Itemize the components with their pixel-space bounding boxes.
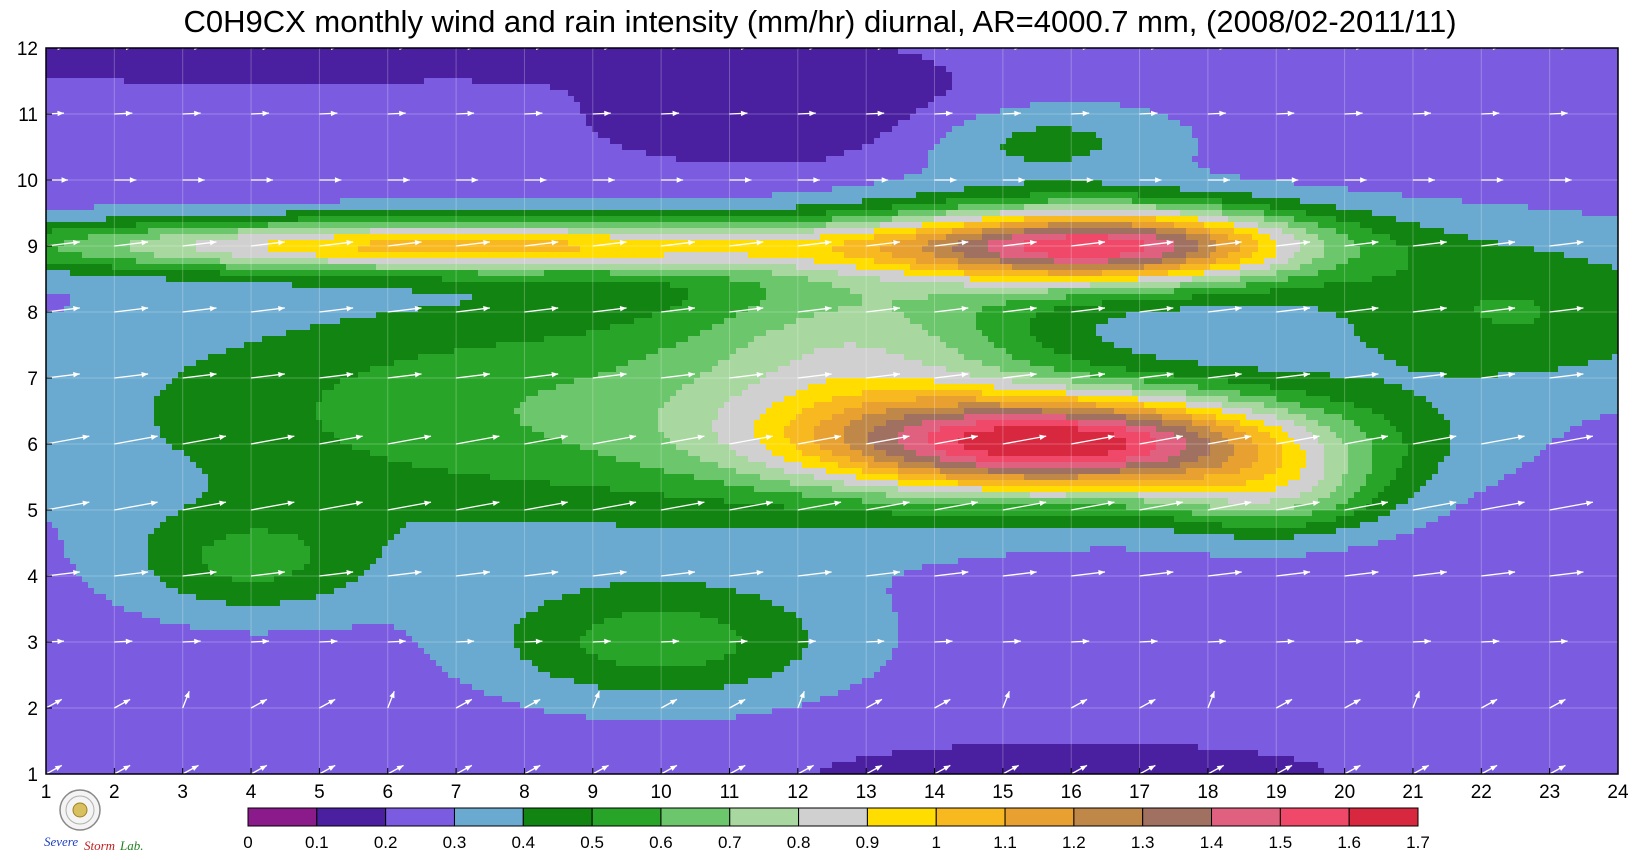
wind-arrow — [1618, 691, 1625, 708]
wind-arrow — [1618, 177, 1640, 182]
colorbar-label: 0.2 — [374, 833, 398, 852]
storm-lab-logo: Severe Storm Lab. — [38, 788, 148, 854]
wind-arrow — [1618, 570, 1640, 576]
colorbar-swatch — [454, 808, 523, 826]
wind-arrow — [1618, 639, 1636, 644]
x-tick-label: 7 — [451, 782, 462, 803]
colorbar-label: 0.9 — [856, 833, 880, 852]
wind-arrow — [1618, 765, 1634, 774]
wind-arrow — [1618, 240, 1640, 246]
colorbar-swatch — [936, 808, 1005, 826]
colorbar-swatch — [386, 808, 455, 826]
y-tick-label: 4 — [27, 567, 38, 588]
x-tick-label: 10 — [651, 782, 672, 803]
x-tick-label: 11 — [720, 782, 740, 803]
wind-arrow — [1618, 372, 1640, 378]
y-tick-label: 8 — [27, 303, 38, 324]
colorbar-swatch — [248, 808, 317, 826]
colorbar-label: 0 — [243, 833, 252, 852]
x-tick-label: 22 — [1471, 782, 1492, 803]
x-tick-label: 3 — [177, 782, 188, 803]
wind-arrow — [1618, 435, 1640, 444]
x-tick-label: 20 — [1334, 782, 1355, 803]
colorbar-label: 1.5 — [1269, 833, 1293, 852]
colorbar-label: 0.8 — [787, 833, 811, 852]
colorbar-label: 1.6 — [1337, 833, 1361, 852]
y-tick-label: 5 — [27, 501, 38, 522]
wind-arrow — [1618, 45, 1636, 50]
y-tick-label: 9 — [27, 237, 38, 258]
colorbar-label: 1.1 — [993, 833, 1017, 852]
colorbar-swatch — [1349, 808, 1418, 826]
y-tick-label: 10 — [17, 171, 38, 192]
colorbar-label: 0.4 — [511, 833, 535, 852]
colorbar-swatch — [1280, 808, 1349, 826]
colorbar-label: 1.2 — [1062, 833, 1086, 852]
colorbar-label: 0.5 — [580, 833, 604, 852]
colorbar-swatch — [1212, 808, 1281, 826]
x-tick-label: 19 — [1266, 782, 1287, 803]
x-tick-label: 6 — [382, 782, 393, 803]
x-tick-label: 9 — [587, 782, 598, 803]
x-tick-label: 23 — [1539, 782, 1560, 803]
colorbar-swatch — [1143, 808, 1212, 826]
colorbar-label: 0.6 — [649, 833, 673, 852]
colorbar-swatch — [523, 808, 592, 826]
contour-bands — [46, 48, 1619, 775]
wind-arrow — [1618, 501, 1640, 510]
colorbar-label: 0.1 — [305, 833, 329, 852]
x-tick-label: 21 — [1402, 782, 1423, 803]
colorbar-swatch — [799, 808, 868, 826]
y-tick-label: 11 — [18, 105, 38, 126]
x-tick-label: 14 — [924, 782, 946, 803]
y-tick-label: 2 — [27, 699, 38, 720]
colorbar-swatch — [1005, 808, 1074, 826]
y-tick-label: 6 — [27, 435, 38, 456]
colorbar-label: 1.4 — [1200, 833, 1224, 852]
y-tick-label: 7 — [27, 369, 38, 390]
colorbar-label: 0.3 — [443, 833, 467, 852]
x-tick-label: 15 — [992, 782, 1013, 803]
x-tick-label: 4 — [246, 782, 257, 803]
colorbar-swatch — [867, 808, 936, 826]
colorbar-label: 1.7 — [1406, 833, 1430, 852]
x-tick-label: 8 — [519, 782, 530, 803]
y-tick-label: 12 — [17, 39, 38, 60]
colorbar-label: 0.7 — [718, 833, 742, 852]
x-tick-label: 16 — [1061, 782, 1082, 803]
x-tick-label: 12 — [787, 782, 808, 803]
y-tick-label: 3 — [27, 633, 38, 654]
wind-arrow — [1618, 306, 1640, 312]
colorbar-swatch — [730, 808, 799, 826]
colorbar-swatch — [661, 808, 730, 826]
colorbar-label: 1.3 — [1131, 833, 1155, 852]
x-tick-label: 5 — [314, 782, 325, 803]
x-tick-label: 13 — [856, 782, 877, 803]
colorbar: 0 0.1 0.2 0.3 0.4 0.5 0.6 0.7 0.8 0.9 1 1.1 1.2 1.3 1.… — [243, 808, 1430, 852]
x-tick-label: 24 — [1607, 782, 1629, 803]
colorbar-swatch — [1074, 808, 1143, 826]
wind-arrow — [1618, 111, 1636, 116]
colorbar-label: 1 — [932, 833, 941, 852]
colorbar-swatch — [317, 808, 386, 826]
y-tick-label: 1 — [27, 765, 38, 786]
x-tick-label: 18 — [1197, 782, 1218, 803]
colorbar-swatch — [592, 808, 661, 826]
x-tick-label: 17 — [1129, 782, 1150, 803]
